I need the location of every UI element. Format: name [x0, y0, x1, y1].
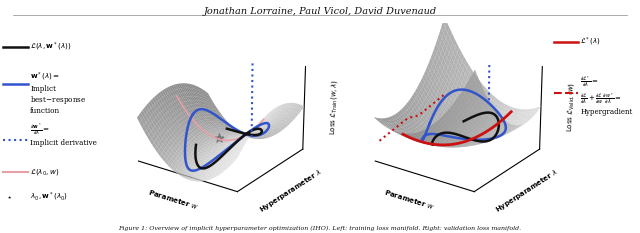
X-axis label: Parameter $w$: Parameter $w$	[147, 188, 198, 212]
Y-axis label: Hyperparameter $\lambda$: Hyperparameter $\lambda$	[257, 166, 324, 215]
Text: $\lambda_0, \mathbf{w}^*(\lambda_0)$: $\lambda_0, \mathbf{w}^*(\lambda_0)$	[30, 191, 68, 203]
Text: Figure 1: Overview of implicit hyperparameter optimization (IHO). Left: training: Figure 1: Overview of implicit hyperpara…	[118, 225, 522, 231]
X-axis label: Parameter $w$: Parameter $w$	[383, 188, 435, 212]
Text: $\mathcal{L}(\lambda_0, w)$: $\mathcal{L}(\lambda_0, w)$	[30, 168, 60, 177]
Text: Jonathan Lorraine, Paul Vicol, David Duvenaud: Jonathan Lorraine, Paul Vicol, David Duv…	[204, 7, 436, 16]
Text: $\mathbf{w}^*(\lambda) =$
Implict
best$-$response
function: $\mathbf{w}^*(\lambda) =$ Implict best$-…	[30, 71, 86, 115]
Text: $\mathcal{L}(\lambda, \mathbf{w}^*(\lambda))$: $\mathcal{L}(\lambda, \mathbf{w}^*(\lamb…	[30, 41, 72, 53]
Text: $\star$: $\star$	[6, 192, 13, 201]
Text: $\frac{\partial \mathbf{w}^*}{\partial \lambda} =$
Implicit derivative: $\frac{\partial \mathbf{w}^*}{\partial \…	[30, 123, 97, 147]
Text: $\mathcal{L}^*(\lambda)$: $\mathcal{L}^*(\lambda)$	[580, 36, 601, 48]
Y-axis label: Hyperparameter $\lambda$: Hyperparameter $\lambda$	[494, 166, 561, 215]
Text: $\frac{\partial \mathcal{L}^*}{\partial \lambda} =$
$\frac{\partial \mathcal{L}}: $\frac{\partial \mathcal{L}^*}{\partial …	[580, 75, 633, 116]
